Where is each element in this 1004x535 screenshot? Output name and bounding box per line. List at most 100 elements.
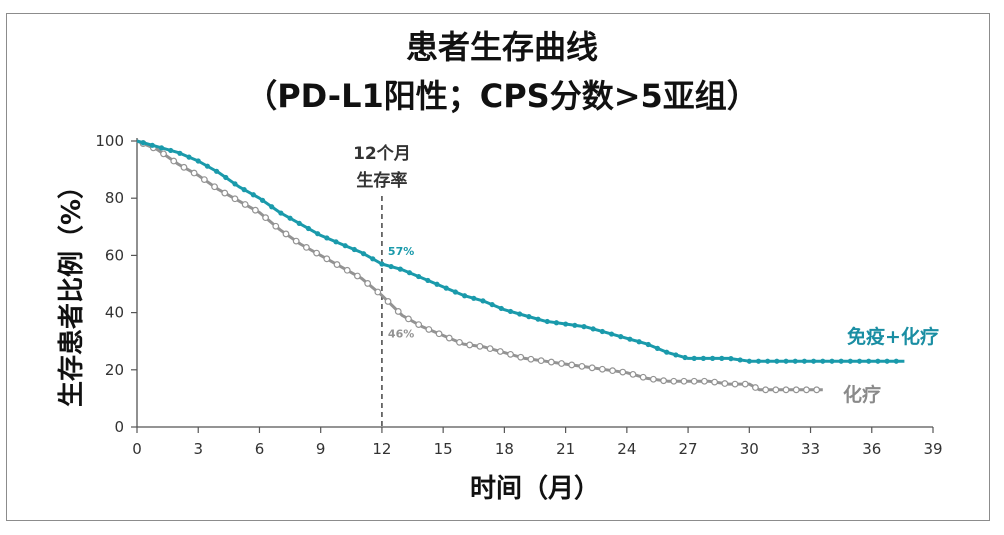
- censor-point: [526, 314, 532, 320]
- censor-point: [342, 243, 348, 249]
- censor-point: [598, 365, 606, 373]
- censor-point: [820, 358, 826, 364]
- censor-point: [690, 377, 698, 385]
- censor-point: [425, 326, 433, 333]
- censor-point: [170, 157, 178, 165]
- censor-point: [813, 386, 821, 394]
- censor-point: [884, 358, 890, 364]
- censor-point: [618, 334, 624, 340]
- y-tick-label: 0: [114, 418, 124, 436]
- censor-point: [292, 237, 300, 245]
- censor-point: [838, 358, 844, 364]
- censor-point: [578, 362, 586, 370]
- censor-point: [204, 163, 211, 169]
- censor-point: [278, 210, 284, 216]
- censor-point: [590, 326, 596, 332]
- censor-point: [728, 356, 734, 362]
- censor-point: [149, 142, 155, 148]
- censor-point: [553, 320, 560, 326]
- censor-point: [527, 355, 535, 363]
- censor-point: [752, 384, 759, 391]
- censor-point: [599, 328, 605, 335]
- censor-point: [664, 349, 670, 355]
- censor-point: [774, 358, 780, 364]
- censor-point: [434, 281, 440, 287]
- censor-point: [416, 273, 422, 280]
- censor-point: [374, 288, 382, 296]
- censor-point: [379, 261, 385, 267]
- value-label-12m: 46%: [388, 327, 414, 340]
- censor-point: [866, 358, 872, 364]
- censor-point: [250, 192, 256, 198]
- censor-point: [719, 355, 725, 361]
- censor-point: [636, 339, 642, 345]
- censor-point: [452, 289, 458, 295]
- censor-point: [200, 176, 208, 184]
- censor-point: [466, 341, 474, 349]
- censor-point: [654, 345, 661, 351]
- censor-point: [568, 361, 576, 369]
- censor-point: [711, 378, 719, 386]
- censor-point: [214, 168, 220, 174]
- censor-point: [140, 140, 146, 146]
- x-axis-label: 时间（月）: [470, 474, 600, 504]
- chart-subtitle: （PD-L1阳性；CPS分数>5亚组）: [245, 77, 759, 115]
- censor-point: [772, 386, 780, 394]
- censor-point: [535, 316, 541, 322]
- censor-point: [572, 322, 578, 328]
- censor-point: [731, 380, 739, 388]
- censor-point: [682, 354, 688, 361]
- censor-point: [384, 298, 392, 305]
- censor-point: [486, 345, 494, 353]
- x-tick-label: 39: [923, 440, 942, 458]
- censor-point: [741, 380, 749, 388]
- series-group: 46% 化疗 57% 免疫+化疗: [136, 139, 939, 406]
- censor-point: [700, 355, 706, 361]
- censor-point: [547, 358, 555, 366]
- axes: [136, 138, 933, 428]
- censor-point: [269, 204, 275, 210]
- censor-point: [480, 298, 486, 304]
- censor-point: [241, 187, 247, 193]
- censor-point: [801, 358, 808, 364]
- censor-point: [709, 355, 716, 361]
- censor-point: [811, 358, 817, 364]
- x-tick-label: 3: [193, 440, 203, 458]
- censor-point: [287, 215, 293, 221]
- censor-point: [168, 147, 174, 154]
- x-tick-label: 6: [255, 440, 265, 458]
- censor-point: [737, 357, 743, 363]
- censor-point: [223, 174, 229, 181]
- censor-point: [544, 318, 550, 325]
- censor-point: [875, 358, 881, 364]
- censor-point: [680, 377, 688, 385]
- censor-point: [211, 183, 218, 191]
- censor-point: [443, 285, 449, 291]
- x-tick-label: 15: [434, 440, 453, 458]
- censor-point: [195, 158, 201, 164]
- censor-point: [691, 355, 697, 361]
- y-tick-label: 60: [105, 246, 124, 264]
- chart-title: 患者生存曲线: [405, 28, 598, 66]
- censor-point: [190, 169, 198, 177]
- censor-point: [333, 239, 339, 245]
- censor-point: [221, 189, 229, 197]
- censor-point: [471, 295, 477, 301]
- censor-point: [563, 321, 569, 327]
- censor-point: [296, 220, 302, 226]
- censor-point: [259, 197, 266, 203]
- censor-point: [507, 350, 514, 358]
- censor-point: [160, 150, 167, 158]
- censor-point: [180, 163, 188, 171]
- censor-point: [792, 386, 800, 394]
- censor-point: [251, 206, 259, 214]
- censor-point: [537, 357, 545, 365]
- y-tick-label: 80: [105, 189, 124, 207]
- censor-point: [303, 243, 310, 251]
- censor-point: [746, 358, 752, 364]
- value-label-12m: 57%: [388, 245, 414, 258]
- censor-point: [364, 280, 372, 287]
- censor-point: [496, 348, 504, 355]
- censor-point: [435, 330, 443, 338]
- censor-point: [315, 231, 321, 237]
